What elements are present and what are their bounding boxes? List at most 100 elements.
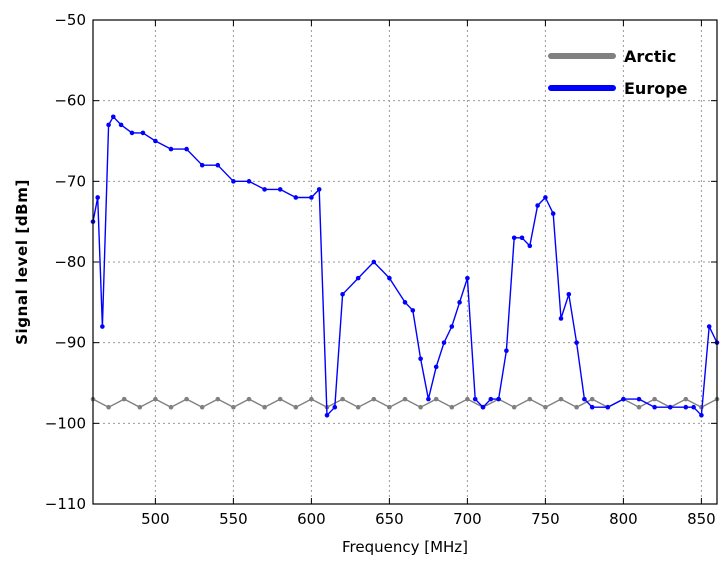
data-point-europe [402, 300, 408, 305]
data-point-arctic [153, 396, 158, 402]
x-tick-label-1: 550 [219, 510, 248, 528]
data-point-europe [566, 291, 572, 297]
data-point-europe [309, 195, 314, 200]
data-point-arctic [683, 396, 689, 402]
data-point-europe [433, 364, 439, 370]
data-point-europe [95, 195, 100, 200]
data-point-europe [582, 396, 587, 402]
data-point-arctic [340, 396, 345, 402]
data-point-europe [605, 404, 611, 410]
data-point-arctic [449, 404, 455, 410]
data-point-arctic [387, 404, 392, 410]
data-point-europe [441, 340, 447, 345]
data-point-arctic [574, 404, 579, 410]
data-point-europe [231, 179, 236, 184]
data-point-arctic [231, 404, 236, 410]
plot-area [90, 114, 720, 418]
data-point-europe [621, 396, 626, 402]
data-point-arctic [184, 396, 189, 402]
data-point-europe [129, 130, 135, 136]
data-point-europe [277, 187, 283, 192]
data-point-europe [589, 404, 595, 410]
grid [93, 20, 717, 504]
data-point-arctic [543, 404, 548, 410]
data-point-europe [262, 187, 267, 192]
legend: Arctic Europe [548, 47, 688, 98]
y-tick-label-0: −110 [45, 495, 86, 513]
data-point-europe [418, 356, 423, 362]
data-point-arctic [589, 396, 595, 402]
data-point-europe [543, 195, 548, 200]
x-tick-label-7: 850 [687, 510, 716, 528]
data-point-europe [667, 404, 673, 410]
y-tick-label-2: −90 [54, 334, 86, 352]
data-point-arctic [293, 404, 299, 410]
data-point-arctic [558, 396, 564, 402]
data-point-arctic [418, 404, 423, 410]
data-point-arctic [402, 396, 408, 402]
data-point-arctic [106, 404, 111, 410]
data-point-arctic [527, 396, 533, 402]
data-point-arctic [277, 396, 283, 402]
ticks: 500 550 600 650 700 750 800 850 −110 −100 −90 −80 −7… [45, 11, 717, 528]
data-point-arctic [246, 396, 252, 402]
data-point-arctic [355, 404, 361, 410]
data-point-europe [332, 404, 338, 410]
x-tick-label-6: 800 [609, 510, 638, 528]
data-point-europe [110, 114, 116, 120]
y-tick-label-3: −80 [54, 253, 86, 271]
data-point-arctic [262, 404, 267, 410]
data-point-europe [153, 138, 158, 144]
data-point-europe [293, 195, 299, 200]
data-point-europe [652, 404, 657, 410]
data-point-arctic [652, 396, 657, 402]
data-point-europe [465, 275, 470, 281]
legend-label-arctic: Arctic [624, 47, 676, 66]
y-tick-label-4: −70 [54, 172, 86, 190]
data-point-europe [636, 396, 642, 402]
data-point-europe [699, 412, 704, 418]
data-point-arctic [309, 396, 314, 402]
x-tick-label-4: 700 [453, 510, 482, 528]
data-point-europe [426, 396, 431, 402]
data-point-europe [691, 404, 696, 410]
data-point-arctic [168, 404, 174, 410]
data-point-europe [472, 396, 478, 402]
data-point-europe [246, 179, 252, 184]
data-point-europe [535, 203, 540, 208]
series-europe [90, 114, 720, 418]
data-point-europe [324, 412, 330, 418]
data-point-europe [199, 162, 205, 168]
data-point-europe [316, 187, 322, 192]
data-point-arctic [465, 396, 470, 402]
data-point-europe [511, 235, 517, 241]
data-point-europe [371, 259, 377, 265]
data-point-europe [480, 404, 486, 410]
y-tick-label-5: −60 [54, 92, 86, 110]
data-point-arctic [215, 396, 221, 402]
legend-label-europe: Europe [624, 79, 688, 98]
data-point-europe [387, 275, 392, 281]
y-tick-label-6: −50 [54, 11, 86, 29]
x-axis-label: Frequency [MHz] [342, 538, 468, 556]
data-point-europe [457, 300, 462, 305]
data-point-europe [215, 162, 221, 168]
data-point-europe [106, 122, 111, 128]
data-point-europe [496, 396, 501, 402]
data-point-europe [683, 404, 689, 410]
y-axis-label: Signal level [dBm] [13, 179, 31, 345]
y-tick-label-1: −100 [45, 414, 86, 432]
data-point-europe [355, 275, 361, 281]
data-point-europe [504, 348, 509, 354]
data-point-europe [550, 211, 556, 216]
data-point-europe [118, 122, 124, 128]
data-point-arctic [371, 396, 377, 402]
data-point-europe [574, 340, 579, 345]
data-point-europe [449, 324, 455, 329]
data-point-europe [527, 243, 533, 249]
x-tick-label-0: 500 [141, 510, 170, 528]
data-point-europe [184, 146, 189, 152]
data-point-arctic [636, 404, 642, 410]
data-point-europe [410, 308, 416, 313]
